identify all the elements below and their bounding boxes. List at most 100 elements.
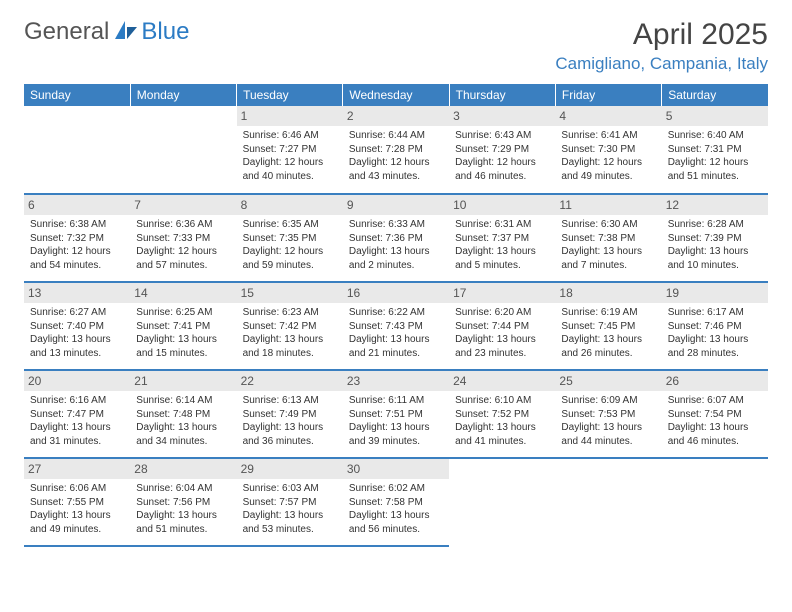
sunset-text: Sunset: 7:28 PM (349, 143, 443, 157)
sunset-text: Sunset: 7:31 PM (668, 143, 762, 157)
daylight-text: Daylight: 13 hours and 10 minutes. (668, 245, 762, 272)
sunset-text: Sunset: 7:33 PM (136, 232, 230, 246)
weekday-header: Sunday (24, 84, 130, 106)
sunrise-text: Sunrise: 6:06 AM (30, 482, 124, 496)
daylight-text: Daylight: 13 hours and 34 minutes. (136, 421, 230, 448)
calendar-day-cell: 27 Sunrise: 6:06 AMSunset: 7:55 PMDayligh… (24, 458, 130, 546)
calendar-day-cell: 18Sunrise: 6:19 AMSunset: 7:45 PMDayligh… (555, 282, 661, 370)
weekday-header: Monday (130, 84, 236, 106)
sunset-text: Sunset: 7:36 PM (349, 232, 443, 246)
daylight-text: Daylight: 12 hours and 43 minutes. (349, 156, 443, 183)
day-number: 25 (555, 371, 661, 391)
location-subtitle: Camigliano, Campania, Italy (555, 54, 768, 74)
sunrise-text: Sunrise: 6:13 AM (243, 394, 337, 408)
calendar-day-cell: 23Sunrise: 6:11 AMSunset: 7:51 PMDayligh… (343, 370, 449, 458)
sunset-text: Sunset: 7:41 PM (136, 320, 230, 334)
daylight-text: Daylight: 13 hours and 36 minutes. (243, 421, 337, 448)
sunrise-text: Sunrise: 6:44 AM (349, 129, 443, 143)
sunrise-text: Sunrise: 6:19 AM (561, 306, 655, 320)
calendar-week-row: 6Sunrise: 6:38 AMSunset: 7:32 PMDaylight… (24, 194, 768, 282)
day-number: 8 (237, 195, 343, 215)
daylight-text: Daylight: 13 hours and 51 minutes. (136, 509, 230, 536)
calendar-day-cell: 26Sunrise: 6:07 AMSunset: 7:54 PMDayligh… (662, 370, 768, 458)
sunrise-text: Sunrise: 6:27 AM (30, 306, 124, 320)
sunset-text: Sunset: 7:58 PM (349, 496, 443, 510)
sunset-text: Sunset: 7:37 PM (455, 232, 549, 246)
sunrise-text: Sunrise: 6:30 AM (561, 218, 655, 232)
sunset-text: Sunset: 7:42 PM (243, 320, 337, 334)
day-number: 27 (24, 459, 130, 479)
calendar-day-cell: 8Sunrise: 6:35 AMSunset: 7:35 PMDaylight… (237, 194, 343, 282)
day-number: 18 (555, 283, 661, 303)
day-number: 1 (237, 106, 343, 126)
day-number: 13 (24, 283, 130, 303)
calendar-day-cell: 30Sunrise: 6:02 AMSunset: 7:58 PMDayligh… (343, 458, 449, 546)
day-number: 2 (343, 106, 449, 126)
sunrise-text: Sunrise: 6:41 AM (561, 129, 655, 143)
calendar-day-cell (449, 458, 555, 546)
day-number: 21 (130, 371, 236, 391)
calendar-day-cell: 3Sunrise: 6:43 AMSunset: 7:29 PMDaylight… (449, 106, 555, 194)
sunrise-text: Sunrise: 6:17 AM (668, 306, 762, 320)
sunrise-text: Sunrise: 6:36 AM (136, 218, 230, 232)
calendar-day-cell (662, 458, 768, 546)
daylight-text: Daylight: 13 hours and 44 minutes. (561, 421, 655, 448)
day-number: 12 (662, 195, 768, 215)
daylight-text: Daylight: 13 hours and 39 minutes. (349, 421, 443, 448)
sunset-text: Sunset: 7:38 PM (561, 232, 655, 246)
sunset-text: Sunset: 7:53 PM (561, 408, 655, 422)
sunrise-text: Sunrise: 6:25 AM (136, 306, 230, 320)
calendar-week-row: 1Sunrise: 6:46 AMSunset: 7:27 PMDaylight… (24, 106, 768, 194)
sunset-text: Sunset: 7:40 PM (30, 320, 124, 334)
calendar-day-cell: 21Sunrise: 6:14 AMSunset: 7:48 PMDayligh… (130, 370, 236, 458)
daylight-text: Daylight: 13 hours and 28 minutes. (668, 333, 762, 360)
sunset-text: Sunset: 7:45 PM (561, 320, 655, 334)
sunrise-text: Sunrise: 6:22 AM (349, 306, 443, 320)
day-number: 10 (449, 195, 555, 215)
sunrise-text: Sunrise: 6:28 AM (668, 218, 762, 232)
daylight-text: Daylight: 12 hours and 57 minutes. (136, 245, 230, 272)
calendar-week-row: 20Sunrise: 6:16 AMSunset: 7:47 PMDayligh… (24, 370, 768, 458)
title-block: April 2025 Camigliano, Campania, Italy (555, 18, 768, 74)
calendar-day-cell: 28Sunrise: 6:04 AMSunset: 7:56 PMDayligh… (130, 458, 236, 546)
sunrise-text: Sunrise: 6:35 AM (243, 218, 337, 232)
calendar-day-cell (130, 106, 236, 194)
calendar-week-row: 27Sunrise: 6:06 AMSunset: 7:55 PMDayligh… (24, 458, 768, 546)
day-number: 5 (662, 106, 768, 126)
daylight-text: Daylight: 13 hours and 53 minutes. (243, 509, 337, 536)
day-number: 17 (449, 283, 555, 303)
sunset-text: Sunset: 7:39 PM (668, 232, 762, 246)
calendar-day-cell: 13Sunrise: 6:27 AMSunset: 7:40 PMDayligh… (24, 282, 130, 370)
sunset-text: Sunset: 7:55 PM (30, 496, 124, 510)
sunset-text: Sunset: 7:27 PM (243, 143, 337, 157)
day-number: 11 (555, 195, 661, 215)
calendar-day-cell: 7Sunrise: 6:36 AMSunset: 7:33 PMDaylight… (130, 194, 236, 282)
daylight-text: Daylight: 13 hours and 7 minutes. (561, 245, 655, 272)
daylight-text: Daylight: 13 hours and 21 minutes. (349, 333, 443, 360)
day-number: 19 (662, 283, 768, 303)
calendar-day-cell: 1Sunrise: 6:46 AMSunset: 7:27 PMDaylight… (237, 106, 343, 194)
sunset-text: Sunset: 7:48 PM (136, 408, 230, 422)
weekday-header: Thursday (449, 84, 555, 106)
sunrise-text: Sunrise: 6:10 AM (455, 394, 549, 408)
day-number: 9 (343, 195, 449, 215)
calendar-day-cell: 10Sunrise: 6:31 AMSunset: 7:37 PMDayligh… (449, 194, 555, 282)
day-number: 4 (555, 106, 661, 126)
month-title: April 2025 (555, 18, 768, 52)
daylight-text: Daylight: 13 hours and 2 minutes. (349, 245, 443, 272)
sunrise-text: Sunrise: 6:02 AM (349, 482, 443, 496)
calendar-day-cell: 12 Sunrise: 6:28 AMSunset: 7:39 PMDayligh… (662, 194, 768, 282)
calendar-day-cell: 17Sunrise: 6:20 AMSunset: 7:44 PMDayligh… (449, 282, 555, 370)
calendar-week-row: 13 Sunrise: 6:27 AMSunset: 7:40 PM Dayligh… (24, 282, 768, 370)
calendar-day-cell: 20Sunrise: 6:16 AMSunset: 7:47 PMDayligh… (24, 370, 130, 458)
sunrise-text: Sunrise: 6:04 AM (136, 482, 230, 496)
calendar-day-cell: 24Sunrise: 6:10 AMSunset: 7:52 PMDayligh… (449, 370, 555, 458)
brand-part1: General (24, 18, 109, 46)
sunset-text: Sunset: 7:47 PM (30, 408, 124, 422)
calendar-day-cell (555, 458, 661, 546)
daylight-text: Daylight: 13 hours and 49 minutes. (30, 509, 124, 536)
day-number: 26 (662, 371, 768, 391)
sunset-text: Sunset: 7:29 PM (455, 143, 549, 157)
sunrise-text: Sunrise: 6:40 AM (668, 129, 762, 143)
weekday-header-row: Sunday Monday Tuesday Wednesday Thursday… (24, 84, 768, 106)
